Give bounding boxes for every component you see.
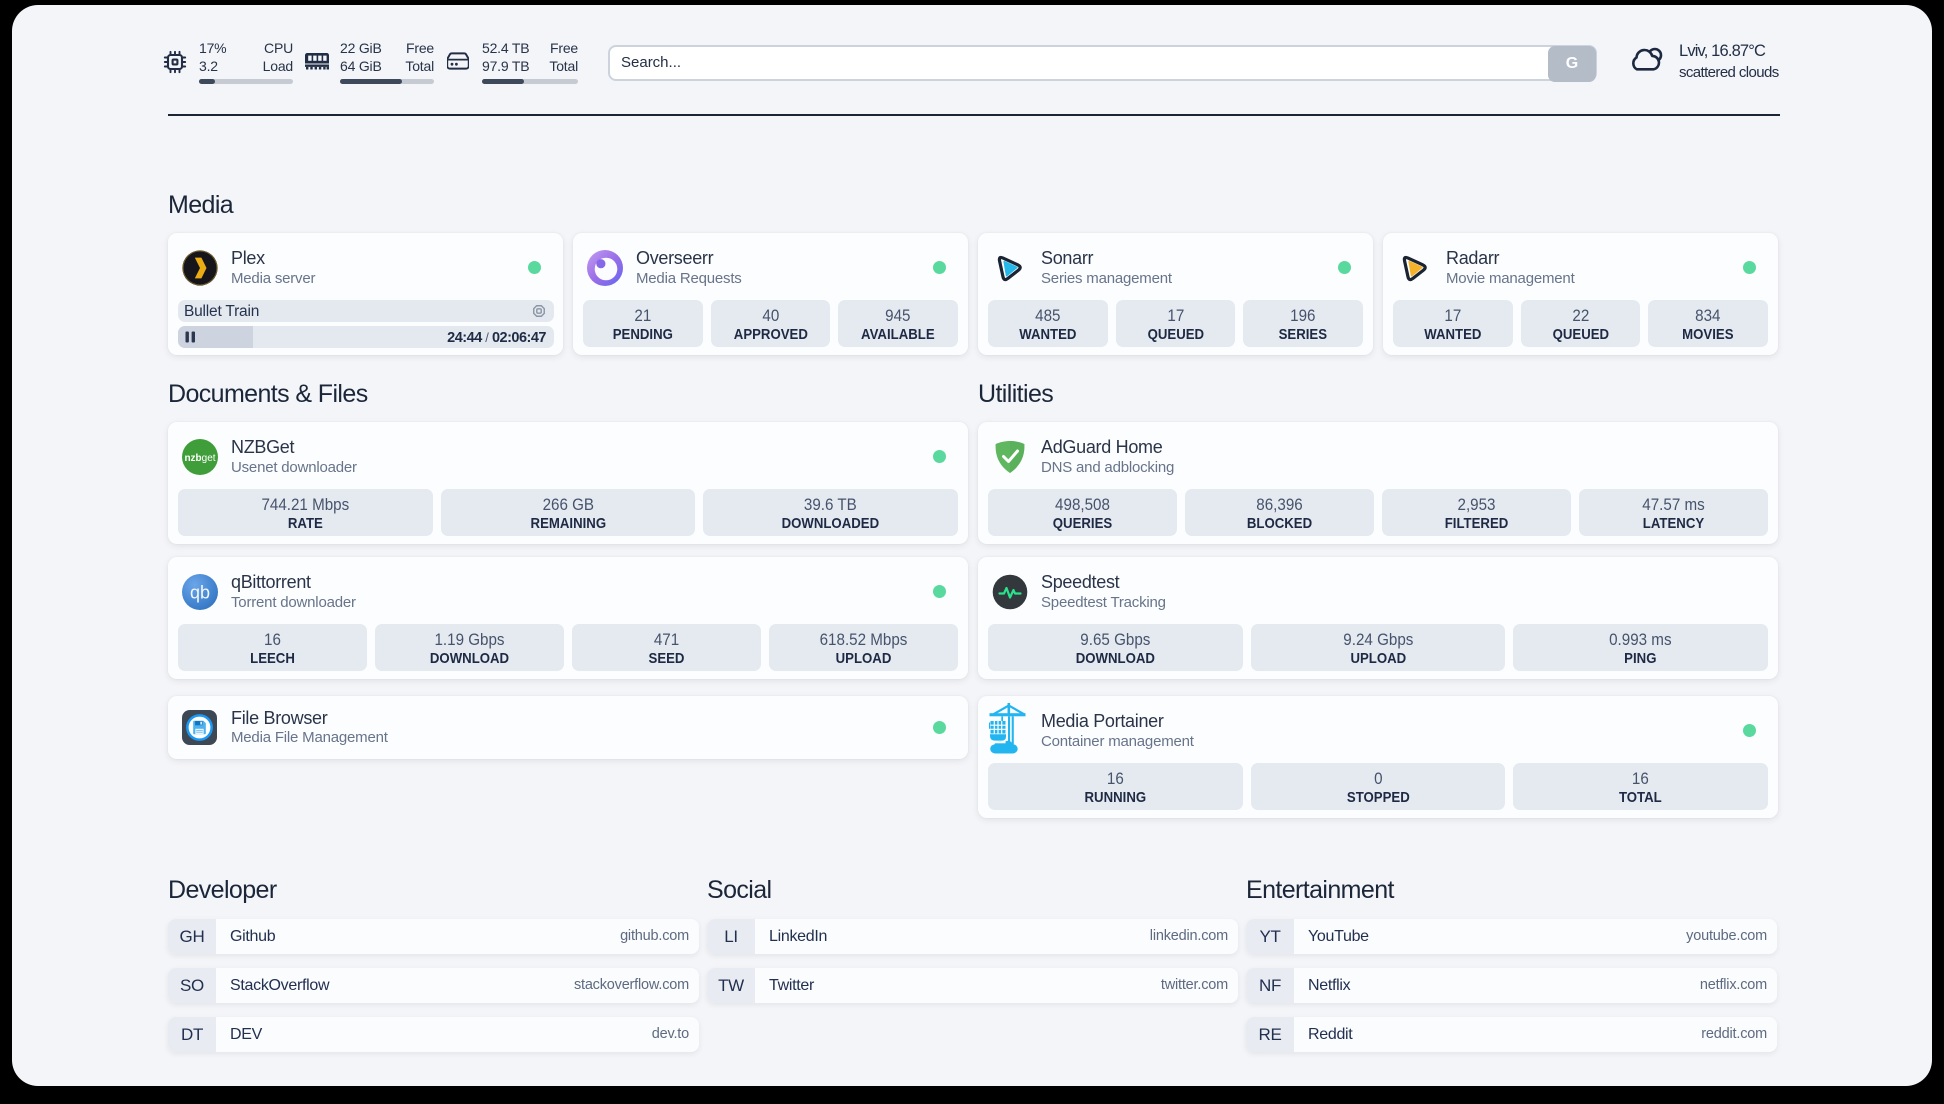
svg-text:nzbget: nzbget [184, 453, 215, 464]
svg-text:qb: qb [190, 583, 210, 603]
